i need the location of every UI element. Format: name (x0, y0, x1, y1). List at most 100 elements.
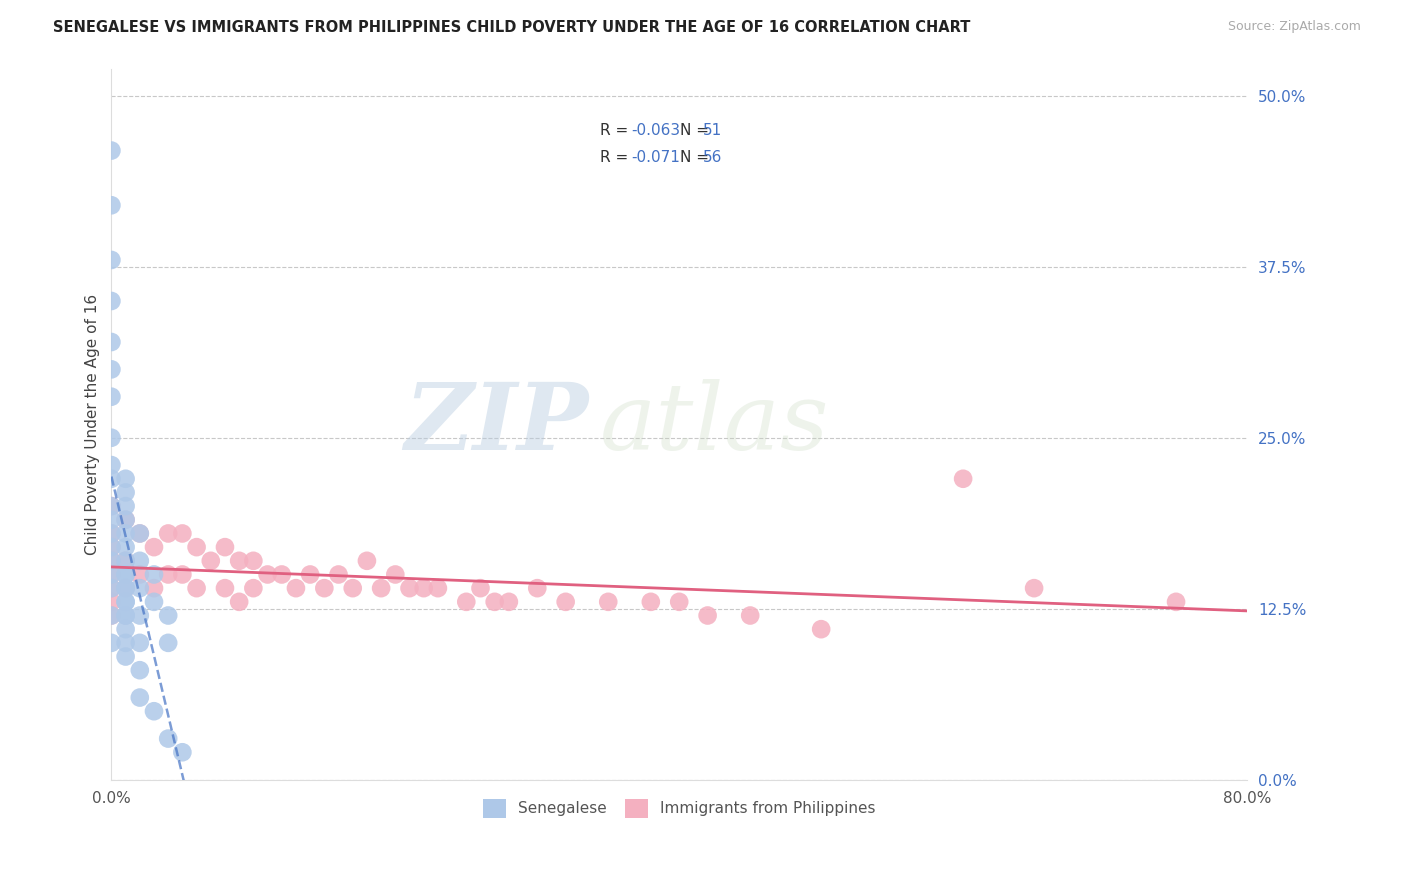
Point (143, 567, 166, 582)
Point (696, 608, 718, 623)
Point (100, 595, 122, 609)
Point (100, 458, 122, 472)
Point (128, 554, 150, 568)
Point (456, 595, 478, 609)
Point (100, 499, 122, 513)
Point (114, 554, 136, 568)
Text: SENEGALESE VS IMMIGRANTS FROM PHILIPPINES CHILD POVERTY UNDER THE AGE OF 16 CORR: SENEGALESE VS IMMIGRANTS FROM PHILIPPINE… (53, 20, 970, 35)
Point (128, 526, 150, 541)
Point (114, 513, 136, 527)
Point (100, 581, 122, 595)
Point (384, 567, 406, 582)
Point (157, 731, 180, 746)
Point (114, 581, 136, 595)
Point (412, 581, 434, 595)
Point (640, 595, 662, 609)
Point (342, 581, 364, 595)
Point (114, 567, 136, 582)
Point (100, 526, 122, 541)
Point (114, 595, 136, 609)
Point (284, 581, 307, 595)
Text: Source: ZipAtlas.com: Source: ZipAtlas.com (1227, 20, 1361, 33)
Point (114, 540, 136, 554)
Point (114, 567, 136, 582)
Point (128, 690, 150, 705)
Y-axis label: Child Poverty Under the Age of 16: Child Poverty Under the Age of 16 (86, 293, 100, 555)
Point (128, 526, 150, 541)
Point (186, 540, 208, 554)
Point (100, 554, 122, 568)
Point (143, 581, 166, 595)
Text: 51: 51 (703, 123, 723, 137)
Point (398, 581, 420, 595)
Point (114, 499, 136, 513)
Point (270, 567, 292, 582)
Point (100, 540, 122, 554)
Point (470, 581, 492, 595)
Point (100, 636, 122, 650)
Text: N =: N = (681, 151, 714, 166)
Point (100, 334, 122, 349)
Point (100, 293, 122, 308)
Point (228, 595, 250, 609)
Point (186, 581, 208, 595)
Point (498, 595, 520, 609)
Point (114, 649, 136, 664)
Point (172, 526, 194, 541)
Point (100, 540, 122, 554)
Point (554, 595, 576, 609)
Point (242, 554, 264, 568)
Point (172, 567, 194, 582)
Point (242, 581, 264, 595)
Point (100, 567, 122, 582)
Point (100, 390, 122, 404)
Point (100, 581, 122, 595)
Text: atlas: atlas (600, 379, 830, 469)
Text: 56: 56 (703, 151, 723, 166)
Point (172, 745, 194, 759)
Point (214, 540, 236, 554)
Point (143, 704, 166, 718)
Point (100, 472, 122, 486)
Point (1022, 581, 1045, 595)
Point (143, 595, 166, 609)
Legend: Senegalese, Immigrants from Philippines: Senegalese, Immigrants from Philippines (475, 791, 883, 825)
Point (228, 554, 250, 568)
Point (100, 499, 122, 513)
Point (157, 526, 180, 541)
Point (114, 608, 136, 623)
Point (100, 526, 122, 541)
Point (100, 608, 122, 623)
Text: N =: N = (681, 123, 714, 137)
Point (100, 144, 122, 158)
Point (114, 526, 136, 541)
Point (128, 663, 150, 677)
Point (314, 581, 336, 595)
Point (114, 554, 136, 568)
Point (100, 198, 122, 212)
Point (810, 622, 832, 636)
Point (114, 513, 136, 527)
Point (100, 554, 122, 568)
Point (100, 252, 122, 267)
Point (114, 622, 136, 636)
Point (598, 595, 620, 609)
Point (128, 636, 150, 650)
Text: ZIP: ZIP (404, 379, 588, 469)
Point (157, 636, 180, 650)
Point (200, 554, 222, 568)
Point (100, 513, 122, 527)
Point (100, 431, 122, 445)
Point (356, 554, 378, 568)
Point (484, 595, 506, 609)
Point (114, 636, 136, 650)
Point (157, 608, 180, 623)
Point (100, 567, 122, 582)
Point (299, 567, 322, 582)
Point (128, 581, 150, 595)
Point (952, 472, 974, 486)
Point (143, 540, 166, 554)
Point (100, 362, 122, 376)
Point (114, 472, 136, 486)
Point (157, 567, 180, 582)
